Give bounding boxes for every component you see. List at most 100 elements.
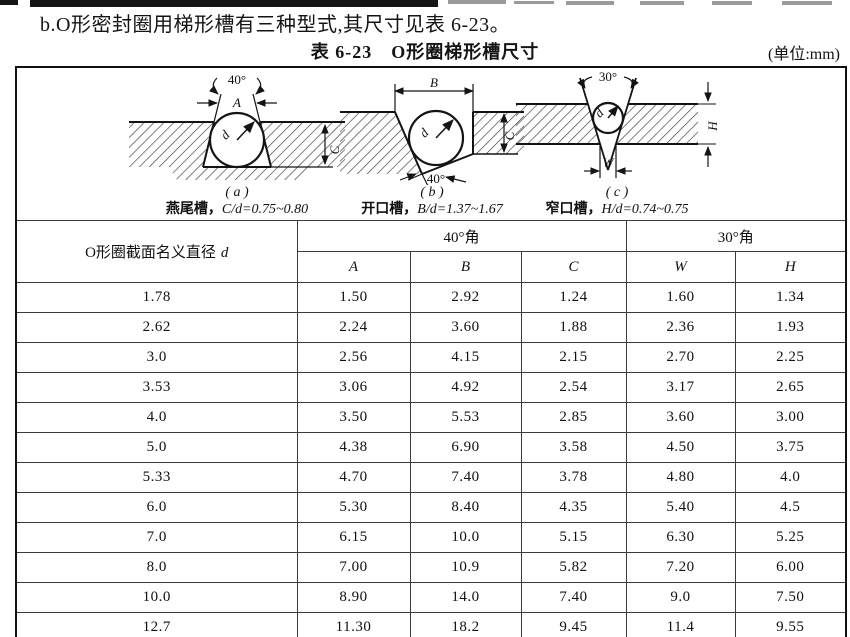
cell-A: 2.56: [296, 342, 411, 373]
scan-artifact-bar: [514, 1, 554, 4]
table-row: 1.78 1.50 2.92 1.24 1.60 1.34: [15, 282, 847, 313]
groove-outline: [340, 111, 524, 175]
cell-B: 8.40: [409, 492, 522, 523]
unit-note: (单位:mm): [768, 46, 840, 63]
open-groove-drawing: B 40° d C: [340, 75, 524, 185]
cell-A: 5.30: [296, 492, 411, 523]
col-header-diameter: O形圈截面名义直径 d: [15, 220, 298, 283]
cell-d: 8.0: [15, 552, 298, 583]
cell-H: 2.25: [734, 342, 847, 373]
cell-A: 4.70: [296, 462, 411, 493]
col-header-diameter-var: d: [220, 245, 229, 261]
cell-C: 3.58: [520, 432, 627, 463]
dimension-lines: [577, 76, 716, 178]
cell-d: 5.33: [15, 462, 298, 493]
cell-A: 7.00: [296, 552, 411, 583]
table-caption: 表 6-23 O形圈梯形槽尺寸: [310, 42, 540, 62]
scan-artifact-bar: [566, 1, 614, 5]
diagram-a-dovetail-groove: 40° A d C ( a ) 燕尾槽，C/d=0.75~0.80: [102, 70, 372, 219]
cell-W: 3.17: [625, 372, 736, 403]
width-dim-label: B: [430, 75, 438, 90]
cell-H: 4.0: [734, 462, 847, 493]
cell-d: 5.0: [15, 432, 298, 463]
cell-C: 2.85: [520, 402, 627, 433]
depth-dim-label: C: [502, 131, 517, 140]
scan-artifact-bar: [712, 1, 752, 5]
group-header-40deg: 40°角: [296, 220, 627, 252]
cell-C: 1.88: [520, 312, 627, 343]
table-row: 3.0 2.56 4.15 2.15 2.70 2.25: [15, 342, 847, 373]
cell-C: 4.35: [520, 492, 627, 523]
table-row: 3.53 3.06 4.92 2.54 3.17 2.65: [15, 372, 847, 403]
diagram-b-open-groove: B 40° d C ( b ) 开口槽，B/d=1.37~1.67: [317, 70, 547, 219]
dovetail-groove-drawing: 40° A d C: [129, 72, 345, 180]
group-header-row: O形圈截面名义直径 d 40°角 30°角: [15, 220, 847, 283]
table-row: 4.0 3.50 5.53 2.85 3.60 3.00: [15, 402, 847, 433]
angle-label: 40°: [228, 72, 246, 87]
cell-C: 5.82: [520, 552, 627, 583]
cell-W: 1.60: [625, 282, 736, 313]
table-row: 10.0 8.90 14.0 7.40 9.0 7.50: [15, 582, 847, 613]
cell-H: 3.75: [734, 432, 847, 463]
angle-label: 30°: [599, 70, 617, 84]
col-header-B: B: [409, 251, 522, 283]
groove-ratio-formula: C/d=0.75~0.80: [221, 202, 309, 217]
cell-B: 14.0: [409, 582, 522, 613]
material-hatch: [516, 104, 698, 144]
cell-H: 7.50: [734, 582, 847, 613]
cell-C: 2.15: [520, 342, 627, 373]
intro-text: b.O形密封圈用梯形槽有三种型式,其尺寸见表 6-23。: [40, 14, 511, 36]
cell-W: 9.0: [625, 582, 736, 613]
cell-B: 18.2: [409, 612, 522, 637]
diagram-c-narrow-groove: 30° d W H ( c ) 窄口槽，H/d=0.74~0.75: [487, 70, 747, 219]
depth-dim-label: H: [705, 121, 720, 132]
scan-artifact-bar: [640, 1, 684, 5]
cell-W: 6.30: [625, 522, 736, 553]
cell-d: 12.7: [15, 612, 298, 637]
cell-A: 3.50: [296, 402, 411, 433]
diagram-caption: 开口槽，B/d=1.37~1.67: [361, 201, 502, 219]
cell-B: 10.0: [409, 522, 522, 553]
cell-d: 4.0: [15, 402, 298, 433]
cell-A: 6.15: [296, 522, 411, 553]
groove-ratio-formula: H/d=0.74~0.75: [601, 202, 689, 217]
table-row: 2.62 2.24 3.60 1.88 2.36 1.93: [15, 312, 847, 343]
table-row: 7.0 6.15 10.0 5.15 6.30 5.25: [15, 522, 847, 553]
cell-d: 1.78: [15, 282, 298, 313]
cell-B: 7.40: [409, 462, 522, 493]
diagram-caption: 窄口槽，H/d=0.74~0.75: [545, 201, 688, 219]
groove-type-name: 燕尾槽，: [165, 202, 222, 217]
groove-ratio-formula: B/d=1.37~1.67: [417, 202, 503, 217]
cell-d: 10.0: [15, 582, 298, 613]
cell-d: 7.0: [15, 522, 298, 553]
table-row: 5.0 4.38 6.90 3.58 4.50 3.75: [15, 432, 847, 463]
scan-artifact-bar: [30, 0, 438, 7]
cell-d: 6.0: [15, 492, 298, 523]
cell-A: 11.30: [296, 612, 411, 637]
width-dim-label: A: [232, 95, 241, 110]
scan-artifact-bar: [448, 0, 506, 4]
diagram-label: ( b ): [420, 185, 444, 200]
table-row: 8.0 7.00 10.9 5.82 7.20 6.00: [15, 552, 847, 583]
cell-W: 3.60: [625, 402, 736, 433]
cell-C: 1.24: [520, 282, 627, 313]
cell-W: 4.50: [625, 432, 736, 463]
group-header-30deg: 30°角: [625, 220, 847, 252]
col-header-C: C: [520, 251, 627, 283]
cell-B: 4.92: [409, 372, 522, 403]
cell-H: 1.93: [734, 312, 847, 343]
table-row: 5.33 4.70 7.40 3.78 4.80 4.0: [15, 462, 847, 493]
dimension-lines: [197, 77, 333, 168]
diagram-row: 40° A d C ( a ) 燕尾槽，C/d=0.75~0.80: [15, 66, 847, 221]
cell-A: 3.06: [296, 372, 411, 403]
diagram-label: ( a ): [225, 185, 249, 200]
cell-C: 9.45: [520, 612, 627, 637]
cell-W: 4.80: [625, 462, 736, 493]
depth-dim-label: C: [327, 145, 342, 154]
narrow-groove-drawing: 30° d W H: [516, 70, 720, 178]
scan-artifact-bar: [782, 1, 832, 5]
cell-H: 6.00: [734, 552, 847, 583]
cell-H: 9.55: [734, 612, 847, 637]
cell-W: 7.20: [625, 552, 736, 583]
